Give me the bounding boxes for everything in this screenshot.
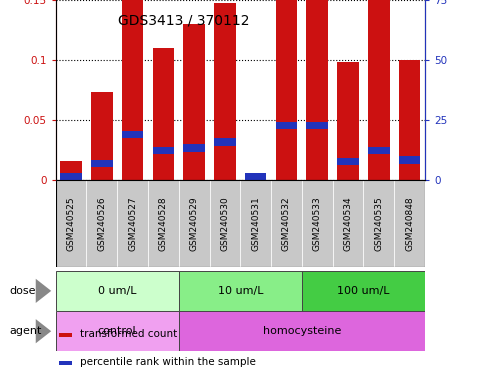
Text: GSM240526: GSM240526 <box>97 196 106 251</box>
Bar <box>122 131 143 139</box>
Text: 100 um/L: 100 um/L <box>337 286 390 296</box>
Text: dose: dose <box>10 286 36 296</box>
Bar <box>210 180 240 267</box>
Polygon shape <box>36 319 51 343</box>
Bar <box>364 180 394 267</box>
Bar <box>86 180 117 267</box>
Bar <box>399 157 420 164</box>
Bar <box>153 147 174 154</box>
Bar <box>337 158 359 165</box>
Bar <box>60 161 82 180</box>
Bar <box>276 122 297 129</box>
Text: GSM240527: GSM240527 <box>128 196 137 251</box>
Bar <box>302 271 425 311</box>
Bar <box>399 61 420 180</box>
Bar <box>56 180 86 267</box>
Bar <box>148 180 179 267</box>
Text: 10 um/L: 10 um/L <box>217 286 263 296</box>
Bar <box>368 0 390 180</box>
Polygon shape <box>36 279 51 303</box>
Text: GSM240525: GSM240525 <box>67 196 75 251</box>
Bar <box>307 0 328 180</box>
Bar <box>368 147 390 154</box>
Text: GSM240531: GSM240531 <box>251 196 260 251</box>
Text: percentile rank within the sample: percentile rank within the sample <box>80 358 256 367</box>
Text: GDS3413 / 370112: GDS3413 / 370112 <box>118 13 249 27</box>
Text: GSM240535: GSM240535 <box>374 196 384 251</box>
Text: GSM240533: GSM240533 <box>313 196 322 251</box>
Bar <box>91 92 113 180</box>
Bar <box>117 180 148 267</box>
Bar <box>179 180 210 267</box>
Text: GSM240529: GSM240529 <box>190 196 199 251</box>
Text: GSM240532: GSM240532 <box>282 196 291 251</box>
Bar <box>184 144 205 152</box>
Text: GSM240528: GSM240528 <box>159 196 168 251</box>
Bar <box>179 311 425 351</box>
Bar <box>56 311 179 351</box>
Bar <box>245 173 267 180</box>
Bar <box>59 333 72 336</box>
Bar <box>153 48 174 180</box>
Bar <box>307 122 328 129</box>
Bar <box>56 271 179 311</box>
Bar <box>184 25 205 180</box>
Bar <box>214 139 236 146</box>
Bar <box>60 173 82 180</box>
Bar <box>302 180 333 267</box>
Text: GSM240534: GSM240534 <box>343 196 353 251</box>
Text: 0 um/L: 0 um/L <box>98 286 136 296</box>
Bar <box>240 180 271 267</box>
Text: agent: agent <box>10 326 42 336</box>
Text: transformed count: transformed count <box>80 329 177 339</box>
Bar <box>245 178 267 180</box>
Bar <box>179 271 302 311</box>
Bar <box>276 0 297 180</box>
Bar <box>333 180 364 267</box>
Bar <box>91 160 113 167</box>
Text: GSM240530: GSM240530 <box>220 196 229 251</box>
Bar <box>214 3 236 180</box>
Text: control: control <box>98 326 136 336</box>
Bar <box>271 180 302 267</box>
Text: GSM240848: GSM240848 <box>405 196 414 251</box>
Bar <box>394 180 425 267</box>
Bar <box>59 361 72 365</box>
Bar <box>122 0 143 180</box>
Bar <box>337 62 359 180</box>
Text: homocysteine: homocysteine <box>263 326 341 336</box>
